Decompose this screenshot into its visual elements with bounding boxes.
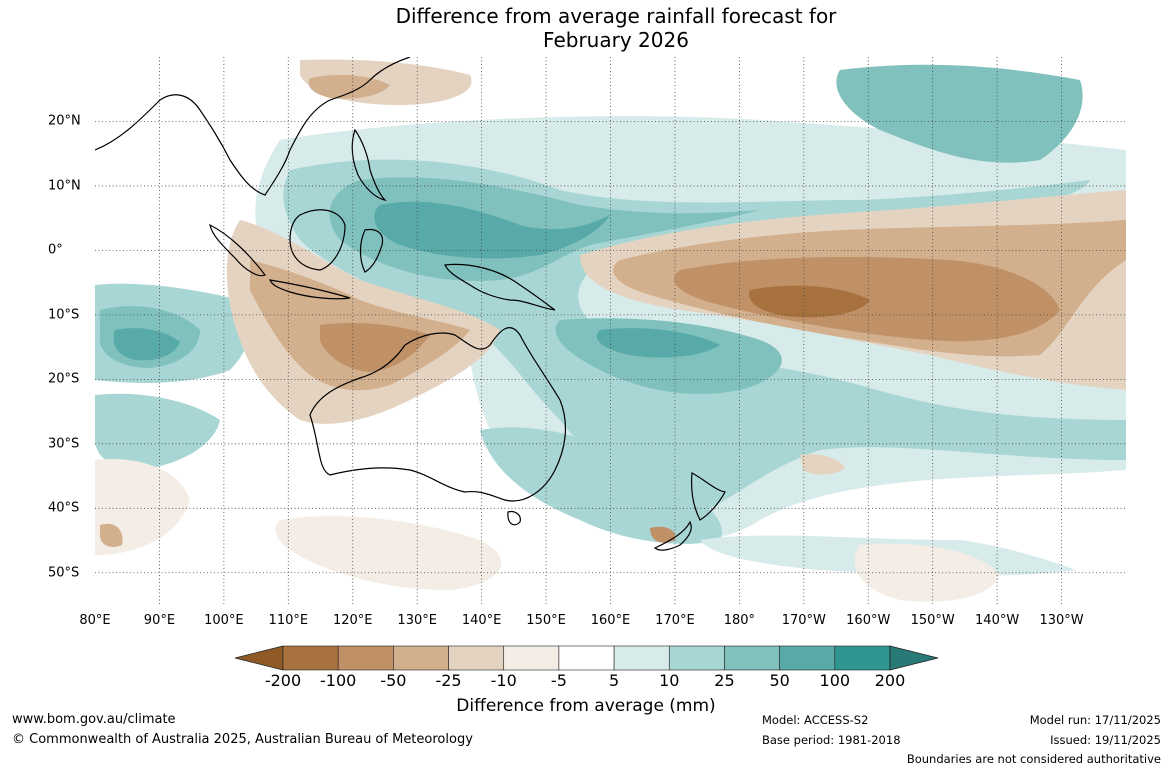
latitude-label: 40°S (48, 500, 80, 516)
colorbar-box (613, 645, 670, 671)
base-period: Base period: 1981-2018 (762, 733, 901, 747)
longitude-label: 180° (723, 613, 756, 628)
gridlines (95, 57, 1126, 605)
title-line-1: Difference from average rainfall forecas… (395, 4, 837, 28)
latitude-label: 10°N (48, 178, 81, 194)
latitude-label: 10°S (48, 307, 80, 323)
copyright-text: © Commonwealth of Australia 2025, Austra… (12, 732, 473, 747)
new-guinea-coast (444, 263, 556, 311)
colorbar-box (724, 645, 780, 671)
negative-anomaly-region (854, 543, 1000, 602)
colorbar (234, 645, 939, 671)
boundaries-disclaimer: Boundaries are not considered authoritat… (906, 752, 1161, 766)
colorbar-title: Difference from average (mm) (456, 696, 716, 716)
tasmania-coast (507, 510, 521, 526)
negative-anomaly-region (800, 454, 845, 475)
java-coast (269, 279, 351, 300)
longitude-label: 130°E (397, 613, 437, 628)
colorbar-tick-label: -100 (320, 671, 357, 690)
negative-anomaly-region (650, 526, 676, 543)
negative-anomaly-region (275, 516, 502, 590)
longitude-label: 80°E (79, 613, 111, 628)
longitude-label: 90°E (143, 613, 176, 628)
colorbar-box (834, 645, 891, 671)
longitude-label: 100°E (204, 613, 244, 628)
colorbar-box (393, 645, 449, 671)
longitude-label: 150°W (910, 613, 955, 628)
colorbar-box (558, 645, 615, 671)
asia-coast (95, 57, 411, 196)
colorbar-tick-label: -5 (550, 671, 567, 690)
colorbar-tick-label: -10 (490, 671, 517, 690)
longitude-label: 160°E (590, 613, 631, 628)
positive-anomaly-region (374, 201, 610, 259)
philippines-coast (351, 128, 387, 201)
model-run-date: Model run: 17/11/2025 (1029, 713, 1161, 727)
longitude-label: 120°E (332, 613, 373, 628)
colorbar-box (503, 645, 560, 671)
model-name: Model: ACCESS-S2 (762, 713, 869, 727)
colorbar-tick-label: -200 (264, 671, 302, 690)
latitude-label: 20°N (48, 113, 81, 129)
latitude-label: 30°S (48, 436, 80, 452)
positive-anomaly-region (596, 328, 720, 358)
longitude-label: 170°E (655, 613, 695, 628)
longitude-label: 110°E (268, 613, 309, 628)
negative-anomaly-region (320, 323, 430, 372)
colorbar-low-extension (234, 645, 284, 671)
latitude-label: 50°S (48, 565, 80, 581)
positive-anomaly-region (113, 328, 180, 361)
colorbar-tick-label: -50 (380, 671, 407, 690)
title-line-2: February 2026 (543, 28, 689, 52)
colorbar-box (337, 645, 394, 671)
colorbar-high-extension (889, 645, 939, 671)
negative-anomaly-region (749, 285, 870, 318)
positive-anomaly-region (480, 427, 722, 544)
colorbar-tick-label: 50 (769, 671, 790, 690)
colorbar-boxes (282, 645, 891, 671)
longitude-label: 140°E (461, 613, 502, 628)
colorbar-box (668, 645, 725, 671)
sulawesi-coast (359, 228, 384, 273)
longitude-label: 140°W (975, 613, 1020, 628)
positive-anomaly-region (836, 64, 1083, 163)
colorbar-tick-label: 10 (659, 671, 680, 690)
colorbar-box (779, 645, 836, 671)
new-zealand-coast (653, 472, 726, 551)
colorbar-box (448, 645, 505, 671)
longitude-label: 160°W (846, 613, 891, 628)
colorbar-tick-label: 25 (714, 671, 735, 690)
colorbar-box (282, 645, 339, 671)
colorbar-tick-label: 200 (874, 671, 906, 690)
australia-coast (309, 327, 566, 502)
positive-anomaly-region (95, 393, 220, 470)
sumatra-coast (209, 223, 266, 277)
negative-anomaly-region (100, 523, 123, 547)
issued-date: Issued: 19/11/2025 (1050, 733, 1161, 747)
colorbar-tick-label: 5 (608, 671, 620, 690)
borneo-coast (289, 209, 346, 271)
map-title: Difference from average rainfall forecas… (0, 4, 1173, 52)
coastlines (95, 57, 726, 551)
colorbar-tick-label: -25 (435, 671, 462, 690)
latitude-label: 0° (48, 242, 63, 258)
website-link[interactable]: www.bom.gov.au/climate (12, 712, 176, 727)
longitude-label: 170°W (781, 613, 826, 628)
colorbar-tick-label: 100 (819, 671, 851, 690)
longitude-label: 130°W (1039, 613, 1084, 628)
latitude-label: 20°S (48, 371, 80, 387)
longitude-label: 150°E (526, 613, 566, 628)
anomaly-field (95, 57, 1126, 605)
